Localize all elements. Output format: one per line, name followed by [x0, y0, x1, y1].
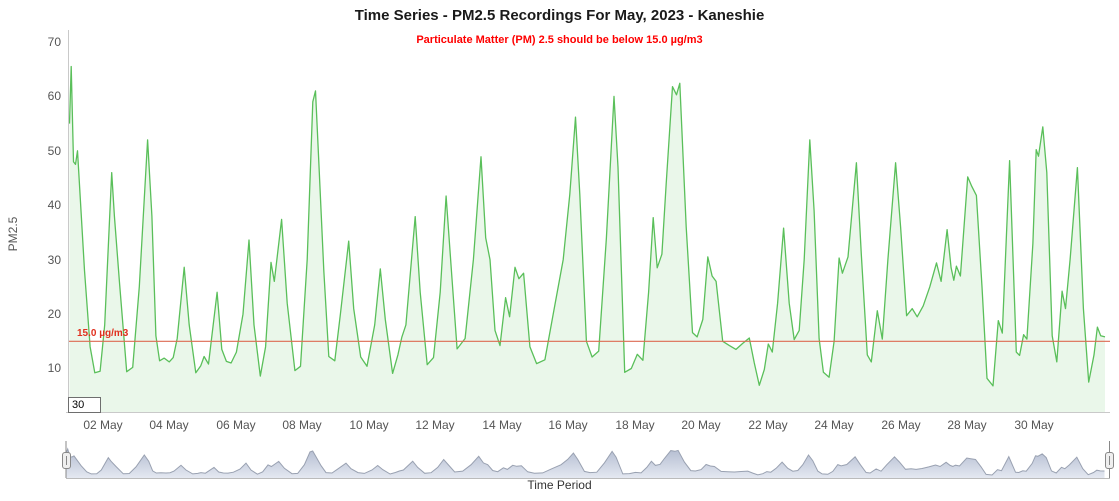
x-tick-label: 02 May [83, 418, 123, 432]
navigator-series-line[interactable] [65, 447, 1105, 476]
y-tick-label: 50 [47, 144, 61, 158]
x-tick-label: 04 May [149, 418, 189, 432]
x-tick-label: 08 May [282, 418, 322, 432]
x-tick-label: 10 May [349, 418, 389, 432]
pm25-series-line [68, 65, 1106, 387]
y-axis-title: PM2.5 [6, 216, 20, 252]
navigator-handle-left[interactable] [62, 452, 71, 469]
x-tick-label: 12 May [415, 418, 455, 432]
corner-badge[interactable]: 30 [68, 397, 101, 413]
x-tick-label: 16 May [548, 418, 588, 432]
chart-subtitle: Particulate Matter (PM) 2.5 should be be… [416, 34, 703, 46]
y-tick-label: 10 [47, 361, 61, 375]
x-tick-label: 28 May [947, 418, 987, 432]
y-tick-label: 30 [47, 253, 61, 267]
x-axis-title: Time Period [527, 478, 592, 492]
x-tick-label: 22 May [748, 418, 788, 432]
y-tick-label: 20 [47, 307, 61, 321]
x-tick-label: 06 May [216, 418, 256, 432]
threshold-label: 15.0 µg/m3 [77, 328, 129, 339]
x-tick-label: 18 May [615, 418, 655, 432]
chart-title: Time Series - PM2.5 Recordings For May, … [354, 7, 765, 24]
x-tick-label: 26 May [881, 418, 921, 432]
x-tick-label: 14 May [482, 418, 522, 432]
x-tick-label: 20 May [681, 418, 721, 432]
pm25-series-area [69, 66, 1105, 412]
navigator-handle-right[interactable] [1105, 452, 1114, 469]
navigator-series-area[interactable] [66, 449, 1105, 478]
y-tick-label: 40 [47, 198, 61, 212]
y-tick-label: 60 [47, 89, 61, 103]
x-tick-label: 30 May [1014, 418, 1054, 432]
y-tick-label: 70 [47, 35, 61, 49]
x-tick-label: 24 May [814, 418, 854, 432]
